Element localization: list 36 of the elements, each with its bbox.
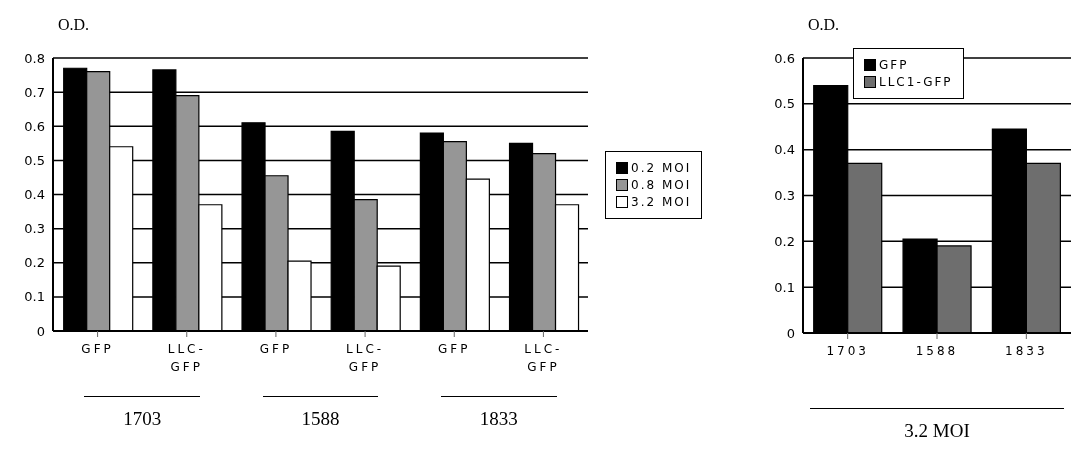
x-tick-label: GFP <box>259 342 293 356</box>
legend-label: 0.8 MOI <box>631 178 692 192</box>
y-tick-label: 0.3 <box>774 188 795 204</box>
text: 1588 <box>300 408 341 430</box>
y-tick-label: 0.4 <box>24 187 45 203</box>
y-tick-label: 0.5 <box>24 152 45 168</box>
y-tick-label: 0.1 <box>24 289 45 305</box>
legend-label: GFP <box>879 58 909 72</box>
x-tick-label: LLC-GFP <box>524 342 563 374</box>
y-tick-label: 0.3 <box>24 221 45 237</box>
text: 3.2 MOI <box>903 420 971 442</box>
text: 1703 <box>122 408 163 430</box>
legend-label: 3.2 MOI <box>631 195 692 209</box>
x-tick-label: LLC-GFP <box>346 342 385 374</box>
legend-label: LLC1-GFP <box>879 75 953 89</box>
y-tick-label: 0 <box>786 325 795 341</box>
y-tick-label: 0.7 <box>24 84 45 100</box>
x-tick-label: GFP <box>438 342 471 356</box>
y-tick-label: 0.2 <box>24 255 45 271</box>
x-tick-label: LLC-GFP <box>167 342 206 374</box>
y-tick-label: 0.1 <box>774 279 795 295</box>
text: 1833 <box>478 408 519 430</box>
y-axis-title: O.D. <box>58 16 90 34</box>
y-tick-label: 0.4 <box>774 142 795 158</box>
x-tick-label: 1588 <box>915 344 959 358</box>
x-tick-label: GFP <box>81 342 114 356</box>
y-tick-label: 0.8 <box>24 50 45 66</box>
y-tick-label: 0.2 <box>774 233 795 249</box>
x-tick-label: 1703 <box>826 344 869 358</box>
y-axis-title: O.D. <box>808 16 840 34</box>
x-tick-label: 1833 <box>1005 344 1048 358</box>
legend-label: 0.2 MOI <box>631 161 692 175</box>
y-tick-label: 0 <box>36 323 45 339</box>
y-tick-label: 0.6 <box>774 50 795 66</box>
y-tick-label: 0.5 <box>774 96 795 112</box>
y-tick-label: 0.6 <box>24 118 45 134</box>
